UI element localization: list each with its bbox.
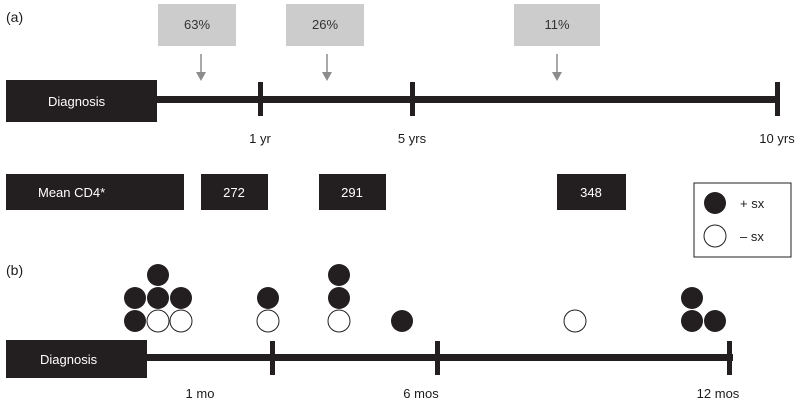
tick-label: 5 yrs	[398, 131, 427, 146]
open-circle-icon	[703, 224, 727, 248]
diagnosis-label: Diagnosis	[48, 94, 106, 109]
diagnosis-box: Diagnosis	[6, 340, 147, 378]
timeline-tick	[435, 341, 440, 375]
open-circle-icon	[146, 309, 170, 333]
tick-label: 6 mos	[403, 386, 439, 401]
tick-label: 10 yrs	[759, 131, 795, 146]
arrow-down-icon	[196, 54, 206, 81]
filled-circle-icon	[704, 310, 726, 332]
panel-a-label: (a)	[6, 9, 23, 25]
diagnosis-box: Diagnosis	[6, 80, 157, 122]
cd4-value: 348	[580, 185, 602, 200]
filled-circle-icon	[257, 287, 279, 309]
filled-circle-icon	[328, 287, 350, 309]
percentage-box-1: 63%	[158, 4, 236, 46]
tick-label: 12 mos	[697, 386, 740, 401]
tick-label: 1 mo	[186, 386, 215, 401]
arrow-down-icon	[552, 54, 562, 81]
percentage-box-3: 11%	[514, 4, 600, 46]
panel-b-label: (b)	[6, 262, 23, 278]
filled-circle-icon	[328, 264, 350, 286]
filled-circle-icon	[147, 287, 169, 309]
filled-circle-icon	[681, 287, 703, 309]
percentage-value: 11%	[544, 17, 569, 32]
open-circle-icon	[169, 309, 193, 333]
diagnosis-label: Diagnosis	[40, 352, 98, 367]
filled-circle-icon	[124, 287, 146, 309]
legend-open-label: – sx	[740, 229, 764, 244]
open-circle-icon	[327, 309, 351, 333]
legend: + sx – sx	[693, 182, 792, 258]
filled-circle-icon	[124, 310, 146, 332]
cd4-value: 272	[223, 185, 245, 200]
filled-circle-icon	[704, 192, 726, 214]
percentage-box-2: 26%	[286, 4, 364, 46]
percentage-value: 63%	[184, 17, 210, 32]
timeline-tick	[258, 82, 263, 116]
timeline-bar	[157, 96, 780, 103]
open-circle-icon	[563, 309, 587, 333]
cd4-value: 291	[341, 185, 363, 200]
cd4-value-box: 291	[319, 174, 386, 210]
open-circle-icon	[256, 309, 280, 333]
cd4-label: Mean CD4*	[38, 185, 105, 200]
timeline-tick	[727, 341, 732, 375]
timeline-tick	[270, 341, 275, 375]
arrow-down-icon	[322, 54, 332, 81]
filled-circle-icon	[681, 310, 703, 332]
symptom-circles	[124, 264, 726, 333]
filled-circle-icon	[147, 264, 169, 286]
legend-filled-label: + sx	[740, 196, 765, 211]
percentage-value: 26%	[312, 17, 338, 32]
timeline-tick	[410, 82, 415, 116]
filled-circle-icon	[391, 310, 413, 332]
cd4-label-box: Mean CD4*	[6, 174, 184, 210]
tick-label: 1 yr	[249, 131, 271, 146]
cd4-value-box: 272	[201, 174, 268, 210]
filled-circle-icon	[170, 287, 192, 309]
cd4-value-box: 348	[557, 174, 626, 210]
timeline-tick	[775, 82, 780, 116]
